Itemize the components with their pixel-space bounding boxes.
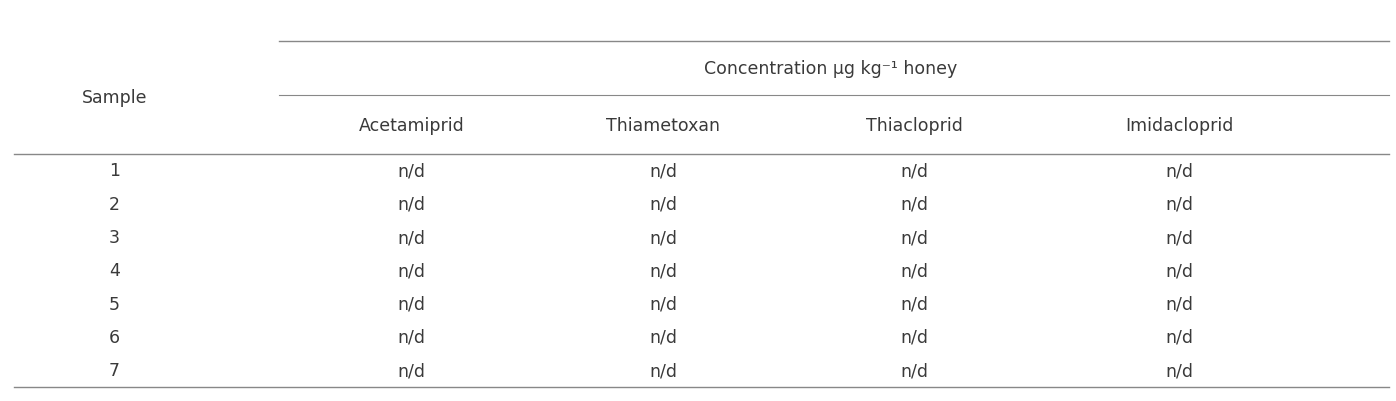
Text: n/d: n/d: [1166, 262, 1194, 279]
Text: 5: 5: [109, 295, 120, 313]
Text: n/d: n/d: [649, 295, 677, 313]
Text: Acetamiprid: Acetamiprid: [359, 116, 465, 134]
Text: 3: 3: [109, 229, 120, 247]
Text: Thiacloprid: Thiacloprid: [866, 116, 963, 134]
Text: n/d: n/d: [398, 229, 426, 247]
Text: n/d: n/d: [649, 195, 677, 213]
Text: 6: 6: [109, 328, 120, 346]
Text: n/d: n/d: [1166, 229, 1194, 247]
Text: n/d: n/d: [398, 328, 426, 346]
Text: n/d: n/d: [900, 361, 928, 379]
Text: n/d: n/d: [649, 328, 677, 346]
Text: n/d: n/d: [1166, 195, 1194, 213]
Text: n/d: n/d: [398, 361, 426, 379]
Text: n/d: n/d: [398, 262, 426, 279]
Text: n/d: n/d: [649, 229, 677, 247]
Text: 1: 1: [109, 162, 120, 180]
Text: n/d: n/d: [398, 295, 426, 313]
Text: n/d: n/d: [900, 162, 928, 180]
Text: n/d: n/d: [1166, 295, 1194, 313]
Text: n/d: n/d: [398, 195, 426, 213]
Text: n/d: n/d: [900, 328, 928, 346]
Text: Thiametoxan: Thiametoxan: [606, 116, 720, 134]
Text: 2: 2: [109, 195, 120, 213]
Text: 4: 4: [109, 262, 120, 279]
Text: n/d: n/d: [1166, 162, 1194, 180]
Text: Concentration μg kg⁻¹ honey: Concentration μg kg⁻¹ honey: [704, 60, 958, 78]
Text: Sample: Sample: [82, 89, 147, 107]
Text: n/d: n/d: [900, 195, 928, 213]
Text: n/d: n/d: [900, 295, 928, 313]
Text: n/d: n/d: [900, 229, 928, 247]
Text: Imidacloprid: Imidacloprid: [1125, 116, 1234, 134]
Text: n/d: n/d: [398, 162, 426, 180]
Text: n/d: n/d: [1166, 328, 1194, 346]
Text: n/d: n/d: [1166, 361, 1194, 379]
Text: n/d: n/d: [649, 361, 677, 379]
Text: n/d: n/d: [649, 162, 677, 180]
Text: n/d: n/d: [649, 262, 677, 279]
Text: 7: 7: [109, 361, 120, 379]
Text: n/d: n/d: [900, 262, 928, 279]
